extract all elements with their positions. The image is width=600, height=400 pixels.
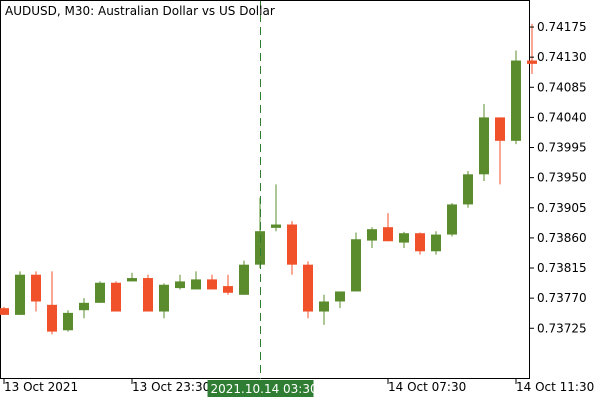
candle-body xyxy=(15,274,25,315)
y-tick-label: 0.73725 xyxy=(537,321,587,335)
candle-26 xyxy=(415,232,425,255)
x-tick-label: 14 Oct 11:30 xyxy=(516,380,594,394)
y-tick-label: 0.73950 xyxy=(537,171,587,185)
y-tick-label: 0.74130 xyxy=(537,50,587,64)
candle-17 xyxy=(271,184,281,232)
candle-body xyxy=(63,312,73,331)
candle-15 xyxy=(239,260,249,295)
candle-body xyxy=(399,233,409,243)
candle-10 xyxy=(159,283,169,319)
candle-body xyxy=(287,224,297,265)
candle-33 xyxy=(527,23,537,74)
x-tick-label: 14 Oct 07:30 xyxy=(388,380,466,394)
candle-1 xyxy=(15,271,25,315)
y-tick-label: 0.73995 xyxy=(537,141,587,155)
candle-body xyxy=(335,291,345,302)
candle-12 xyxy=(191,271,201,290)
candle-body xyxy=(351,239,361,292)
candle-11 xyxy=(175,274,185,290)
candle-29 xyxy=(463,170,473,208)
candle-body xyxy=(31,274,41,302)
candle-body xyxy=(415,233,425,252)
y-tick-label: 0.74175 xyxy=(537,20,587,34)
candle-body xyxy=(527,60,537,64)
y-tick-label: 0.73860 xyxy=(537,231,587,245)
candle-6 xyxy=(95,281,105,303)
chart-title: AUDUSD, M30: Australian Dollar vs US Dol… xyxy=(5,4,275,18)
crosshair-time-label: 2021.10.14 03:30 xyxy=(211,382,318,396)
candle-body xyxy=(47,304,57,332)
candle-body xyxy=(191,279,201,290)
candle-22 xyxy=(351,232,361,292)
candle-body xyxy=(479,117,489,175)
y-tick-label: 0.73905 xyxy=(537,201,587,215)
candle-8 xyxy=(127,272,137,282)
candle-body xyxy=(239,264,249,295)
candle-body xyxy=(207,279,217,290)
candle-body xyxy=(79,302,89,311)
x-tick-label: 13 Oct 23:30 xyxy=(132,380,210,394)
y-tick-label: 0.74040 xyxy=(537,110,587,124)
candle-body xyxy=(111,282,121,312)
candle-body xyxy=(127,278,137,282)
candle-body xyxy=(271,224,281,228)
candle-5 xyxy=(79,298,89,319)
candle-body xyxy=(95,282,105,303)
candle-21 xyxy=(335,291,345,309)
candle-27 xyxy=(431,231,441,255)
candle-14 xyxy=(223,274,233,295)
candle-9 xyxy=(143,274,153,312)
y-tick-label: 0.73770 xyxy=(537,291,587,305)
candle-2 xyxy=(31,271,41,312)
candle-19 xyxy=(303,261,313,319)
candle-18 xyxy=(287,221,297,275)
candle-body xyxy=(175,281,185,289)
candle-3 xyxy=(47,271,57,335)
y-tick-label: 0.73815 xyxy=(537,261,587,275)
candle-31 xyxy=(495,117,505,185)
candle-24 xyxy=(383,213,393,242)
candle-body xyxy=(447,204,457,235)
candle-body xyxy=(367,229,377,241)
candle-28 xyxy=(447,203,457,237)
candle-body xyxy=(383,227,393,242)
candle-body xyxy=(431,234,441,252)
candle-25 xyxy=(399,231,409,248)
candle-body xyxy=(511,60,521,141)
candle-13 xyxy=(207,274,217,290)
candle-0 xyxy=(0,306,9,315)
candle-20 xyxy=(319,294,329,325)
plot-area-frame xyxy=(0,0,530,379)
candle-23 xyxy=(367,227,377,248)
candle-30 xyxy=(479,104,489,181)
x-axis: 13 Oct 2021 13 Oct 23:30 14 Oct 07:30 14 Oc… xyxy=(3,379,594,394)
candle-16 xyxy=(255,197,265,269)
y-axis: 0.74175 0.74130 0.74085 0.74040 0.73995 0.739… xyxy=(530,20,587,335)
candle-body xyxy=(255,231,265,265)
candle-body xyxy=(0,308,9,315)
y-tick-label: 0.74085 xyxy=(537,80,587,94)
x-tick-label: 13 Oct 2021 xyxy=(4,380,78,394)
crosshair-time-label-background xyxy=(207,380,314,397)
candle-body xyxy=(223,286,233,293)
candles xyxy=(0,23,537,335)
candle-body xyxy=(159,284,169,312)
candle-7 xyxy=(111,281,121,312)
candle-32 xyxy=(511,50,521,145)
candle-body xyxy=(319,301,329,312)
candle-body xyxy=(463,174,473,205)
candle-body xyxy=(303,264,313,312)
candle-body xyxy=(143,278,153,312)
candle-body xyxy=(495,117,505,141)
candle-4 xyxy=(63,310,73,332)
